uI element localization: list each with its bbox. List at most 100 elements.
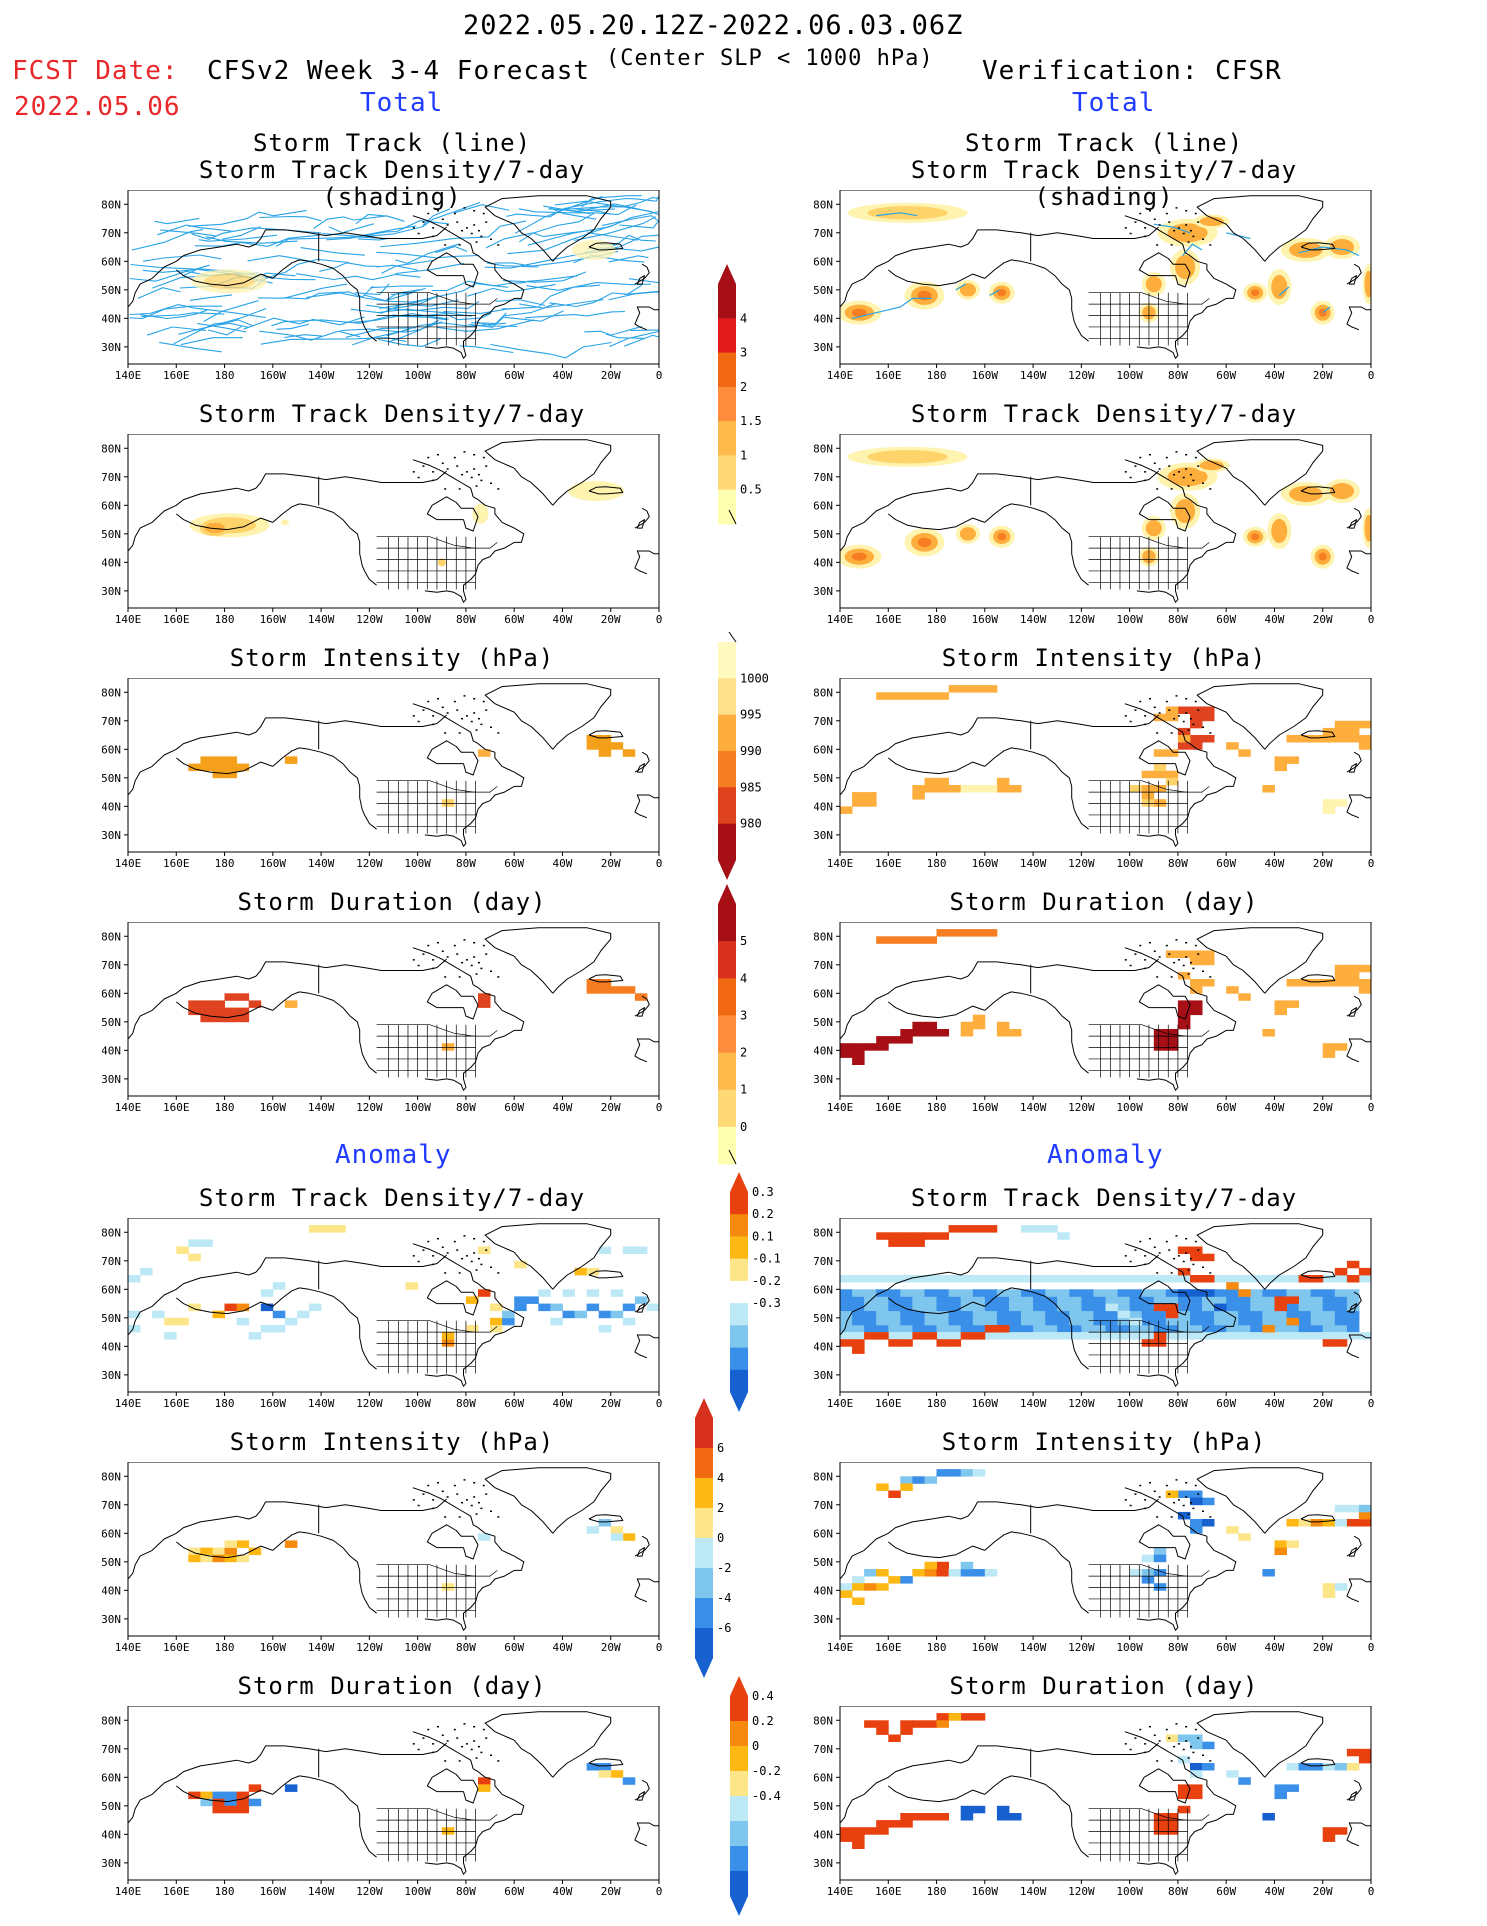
lat-tick-label: 50N xyxy=(102,284,121,297)
colorbar-swatch xyxy=(730,1236,748,1260)
lon-tick-label: 160W xyxy=(260,1641,287,1654)
lat-tick-label: 30N xyxy=(814,829,833,842)
colorbar-label: -0.1 xyxy=(752,1252,781,1266)
colorbar-label: 985 xyxy=(740,780,762,794)
lon-tick-label: 40W xyxy=(553,1101,573,1114)
lat-tick-label: 30N xyxy=(102,1613,121,1626)
verification-label: Verification: CFSR xyxy=(982,56,1282,86)
title-density-right: Storm Track Density/7-day xyxy=(910,400,1298,428)
colorbar-label: 0 xyxy=(717,1531,724,1545)
lon-tick-label: 140W xyxy=(308,1641,335,1654)
lon-tick-label: 120W xyxy=(356,369,383,382)
lat-tick-label: 50N xyxy=(102,1312,121,1325)
lon-tick-label: 20W xyxy=(1313,857,1333,870)
colorbar-swatch xyxy=(718,751,736,788)
lon-tick-label: 160W xyxy=(972,857,999,870)
lon-tick-label: 180 xyxy=(927,1641,947,1654)
map-panel: 80N 70N 60N 50N 40N 30N 140E 160E 180 160W 140W 120… xyxy=(102,922,662,1114)
fcst-label: FCST Date: xyxy=(12,56,179,86)
map-panel: 80N 70N 60N 50N 40N 30N 140E 160E 180 160W 140W 120… xyxy=(102,1706,662,1898)
lat-tick-label: 60N xyxy=(814,987,833,1000)
colorbar-swatch xyxy=(718,352,736,388)
lat-tick-label: 70N xyxy=(102,1743,121,1756)
colorbar-label: 990 xyxy=(740,744,762,758)
lon-tick-label: 40W xyxy=(1265,613,1285,626)
title-duration-right: Storm Duration (day) xyxy=(949,888,1259,916)
lon-tick-label: 160E xyxy=(163,1101,190,1114)
lon-tick-label: 60W xyxy=(504,1641,524,1654)
colorbar-label: 0.5 xyxy=(740,483,762,497)
lon-tick-label: 80W xyxy=(456,369,476,382)
colorbar-swatch xyxy=(718,421,736,456)
colorbar-label: 4 xyxy=(740,311,747,325)
lon-tick-label: 40W xyxy=(1265,857,1285,870)
lon-tick-label: 160E xyxy=(163,369,190,382)
lon-tick-label: 0 xyxy=(1368,1397,1374,1410)
anomaly-label-right: Anomaly xyxy=(1047,1140,1164,1170)
colorbar-label: 0.2 xyxy=(752,1207,774,1221)
lon-tick-label: 20W xyxy=(601,1641,621,1654)
lon-tick-label: 140W xyxy=(308,613,335,626)
lat-tick-label: 30N xyxy=(102,341,121,354)
lon-tick-label: 120W xyxy=(1068,1101,1095,1114)
lon-tick-label: 40W xyxy=(1265,1885,1285,1898)
lon-tick-label: 140E xyxy=(827,1885,854,1898)
lon-tick-label: 20W xyxy=(1313,1101,1333,1114)
title-anom-duration-right: Storm Duration (day) xyxy=(949,1672,1259,1700)
lon-tick-label: 180 xyxy=(927,1101,947,1114)
lon-tick-label: 180 xyxy=(927,1885,947,1898)
lat-tick-label: 40N xyxy=(102,800,121,813)
lon-tick-label: 60W xyxy=(1216,1641,1236,1654)
lon-tick-label: 0 xyxy=(1368,369,1374,382)
colorbar-swatch xyxy=(730,1325,748,1348)
colorbar-swatch xyxy=(730,1746,748,1772)
lon-tick-label: 120W xyxy=(356,1101,383,1114)
lat-tick-label: 40N xyxy=(814,1340,833,1353)
lat-tick-label: 70N xyxy=(814,1743,833,1756)
lat-tick-label: 30N xyxy=(102,1857,121,1870)
lat-tick-label: 40N xyxy=(814,1828,833,1841)
colorbar-swatch xyxy=(718,678,736,716)
colorbar-label: 0.3 xyxy=(752,1185,774,1199)
map-data-layer xyxy=(840,195,1371,359)
map-data-layer xyxy=(840,1711,1371,1875)
title-duration-left: Storm Duration (day) xyxy=(237,888,547,916)
lat-tick-label: 80N xyxy=(102,1714,121,1727)
lon-tick-label: 60W xyxy=(504,1101,524,1114)
lon-tick-label: 160W xyxy=(972,1101,999,1114)
lon-tick-label: 60W xyxy=(504,1397,524,1410)
criterion-label: (Center SLP < 1000 hPa) xyxy=(606,46,934,71)
lon-tick-label: 0 xyxy=(656,1885,662,1898)
lon-tick-label: 140E xyxy=(115,857,142,870)
colorbar-label: 0 xyxy=(740,1120,747,1134)
lat-tick-label: 60N xyxy=(814,255,833,268)
lat-tick-label: 40N xyxy=(102,1340,121,1353)
lat-tick-label: 60N xyxy=(814,1283,833,1296)
lat-tick-label: 80N xyxy=(814,1714,833,1727)
lon-tick-label: 160W xyxy=(972,613,999,626)
lon-tick-label: 40W xyxy=(1265,1397,1285,1410)
lon-tick-label: 140E xyxy=(115,1641,142,1654)
lat-tick-label: 30N xyxy=(814,1613,833,1626)
map-panel: 80N 70N 60N 50N 40N 30N 140E 160E 180 160W 140W 120… xyxy=(102,190,662,382)
map-data-layer xyxy=(840,439,1371,603)
colorbar-anom-intensity: 6 4 2 0 -2 -4 -6 xyxy=(695,1398,765,1688)
lat-tick-label: 30N xyxy=(102,1369,121,1382)
title-track-density-shading-left: Storm Track Density/7-day (shading) xyxy=(198,156,586,211)
lon-tick-label: 60W xyxy=(1216,613,1236,626)
lat-tick-label: 80N xyxy=(814,686,833,699)
colorbar-label: 2 xyxy=(717,1501,724,1515)
lon-tick-label: 0 xyxy=(656,1101,662,1114)
lon-tick-label: 140E xyxy=(827,1101,854,1114)
lon-tick-label: 80W xyxy=(456,1885,476,1898)
colorbar-swatch xyxy=(718,386,736,422)
colorbar-swatch xyxy=(730,1696,748,1722)
lon-tick-label: 0 xyxy=(656,857,662,870)
lat-tick-label: 40N xyxy=(102,1584,121,1597)
lon-tick-label: 80W xyxy=(1168,1101,1188,1114)
lon-tick-label: 0 xyxy=(1368,1885,1374,1898)
colorbar-swatch xyxy=(718,1089,736,1128)
lon-tick-label: 0 xyxy=(1368,1101,1374,1114)
lat-tick-label: 40N xyxy=(814,556,833,569)
lat-tick-label: 50N xyxy=(102,528,121,541)
